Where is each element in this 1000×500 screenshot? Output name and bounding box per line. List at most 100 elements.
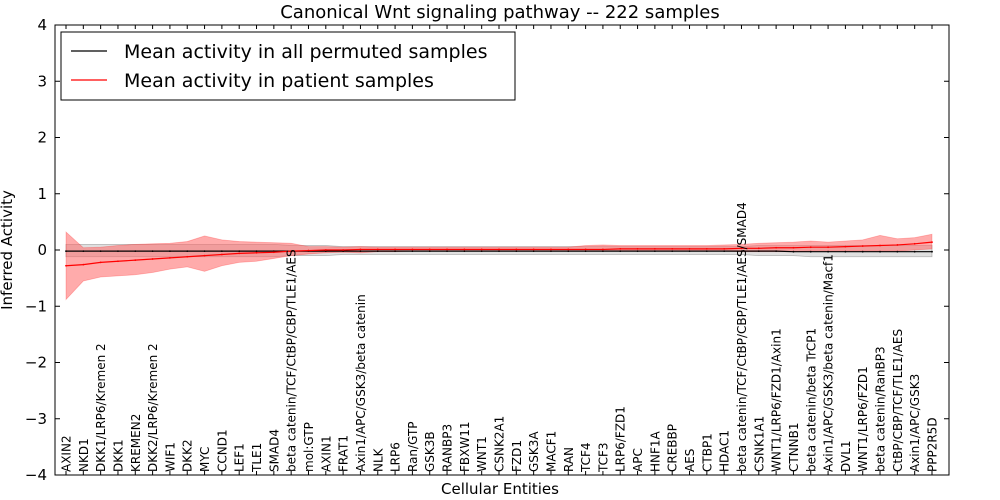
x-tick-label-48: CtBP/CBP/TCF/TLE1/AES bbox=[891, 329, 905, 472]
x-tick-label-31: TCF3 bbox=[596, 442, 610, 473]
point-series-1-15 bbox=[324, 249, 327, 251]
x-tick-label-44: Axin1/APC/GSK3/beta catenin/Macf1 bbox=[822, 254, 836, 472]
x-tick-label-43: beta catenin/beta TrCP1 bbox=[804, 328, 818, 472]
x-tick-label-30: TCF4 bbox=[579, 442, 593, 473]
point-series-1-16 bbox=[342, 249, 345, 251]
x-tick-label-2: DKK1/LRP6/Kremen 2 bbox=[94, 343, 108, 472]
point-series-0-47 bbox=[879, 250, 881, 253]
x-tick-label-32: LRP6/FZD1 bbox=[614, 406, 628, 472]
point-series-0-50 bbox=[931, 250, 933, 253]
point-series-0-23 bbox=[463, 250, 466, 253]
x-tick-label-12: SMAD4 bbox=[267, 429, 281, 472]
x-tick-label-19: LRP6 bbox=[389, 442, 403, 472]
point-series-0-25 bbox=[498, 250, 500, 253]
point-series-0-40 bbox=[757, 250, 760, 253]
point-series-0-31 bbox=[602, 250, 604, 253]
point-series-0-49 bbox=[913, 250, 916, 253]
y-tick-label-5: −1 bbox=[25, 297, 47, 315]
point-series-1-42 bbox=[792, 246, 795, 249]
point-series-1-33 bbox=[636, 247, 639, 250]
point-series-1-44 bbox=[827, 246, 829, 249]
point-series-0-10 bbox=[238, 250, 241, 253]
point-series-0-32 bbox=[619, 250, 622, 253]
x-tick-label-34: HNF1A bbox=[648, 430, 662, 472]
point-series-1-49 bbox=[913, 242, 916, 245]
x-axis-label: Cellular Entities bbox=[441, 480, 559, 498]
point-series-0-46 bbox=[861, 250, 864, 253]
x-tick-label-10: LEF1 bbox=[233, 443, 247, 472]
series-lines bbox=[65, 241, 933, 267]
point-series-0-37 bbox=[705, 250, 708, 253]
x-tick-label-29: RAN bbox=[562, 447, 576, 472]
x-tick-label-33: APC bbox=[631, 448, 645, 472]
point-series-0-35 bbox=[671, 250, 674, 253]
point-series-1-31 bbox=[602, 248, 604, 251]
point-series-1-14 bbox=[307, 249, 310, 252]
point-series-1-19 bbox=[394, 248, 396, 251]
point-series-1-25 bbox=[498, 248, 500, 251]
point-series-1-35 bbox=[671, 247, 674, 250]
x-tick-label-7: DKK2 bbox=[181, 439, 195, 472]
x-tick-label-11: TLE1 bbox=[250, 443, 264, 473]
point-series-1-37 bbox=[705, 247, 708, 250]
y-tick-label-7: −3 bbox=[25, 410, 47, 428]
legend: Mean activity in all permuted samples Mea… bbox=[60, 31, 516, 101]
point-series-1-38 bbox=[723, 247, 726, 250]
x-tick-label-0: AXIN2 bbox=[60, 435, 74, 472]
point-series-0-9 bbox=[220, 250, 223, 253]
point-series-0-45 bbox=[844, 250, 847, 253]
point-series-1-11 bbox=[255, 251, 258, 254]
point-series-0-22 bbox=[446, 250, 448, 253]
point-series-0-2 bbox=[99, 250, 102, 253]
point-series-0-7 bbox=[186, 250, 189, 253]
point-series-0-42 bbox=[792, 250, 795, 253]
point-series-1-23 bbox=[463, 248, 466, 251]
x-tick-label-41: WNT1/LRP6/FZD1/Axin1 bbox=[770, 328, 784, 472]
point-series-0-0 bbox=[65, 250, 67, 253]
legend-box bbox=[60, 31, 516, 101]
point-series-0-43 bbox=[809, 250, 812, 253]
point-series-1-1 bbox=[82, 263, 85, 266]
y-tick-label-8: −4 bbox=[25, 466, 47, 484]
x-tick-label-46: WNT1/LRP6/FZD1 bbox=[856, 366, 870, 472]
y-tick-label-2: 2 bbox=[37, 129, 47, 147]
point-series-1-12 bbox=[272, 251, 275, 254]
x-tick-label-42: CTNNB1 bbox=[787, 422, 801, 472]
x-tick-label-5: DKK2/LRP6/Kremen 2 bbox=[146, 343, 160, 472]
point-series-1-36 bbox=[688, 247, 691, 250]
y-axis-label: Inferred Activity bbox=[0, 190, 16, 310]
point-series-1-13 bbox=[290, 250, 293, 253]
point-series-0-17 bbox=[359, 250, 362, 253]
point-series-0-20 bbox=[411, 250, 414, 253]
point-series-1-8 bbox=[203, 254, 206, 257]
y-tick-label-3: 1 bbox=[37, 185, 47, 203]
point-series-0-24 bbox=[480, 250, 483, 253]
legend-label-1: Mean activity in patient samples bbox=[124, 70, 434, 92]
x-tick-label-1: NKD1 bbox=[77, 438, 91, 472]
x-tick-label-22: RANBP3 bbox=[441, 424, 455, 472]
point-series-1-43 bbox=[809, 246, 812, 249]
point-series-1-7 bbox=[186, 255, 189, 258]
y-tick-label-1: 3 bbox=[37, 72, 47, 90]
x-tick-label-14: mol:GTP bbox=[302, 422, 316, 472]
x-tick-label-38: HDAC1 bbox=[718, 430, 732, 472]
point-series-0-8 bbox=[203, 250, 206, 253]
legend-label-0: Mean activity in all permuted samples bbox=[124, 41, 487, 63]
x-tick-label-15: AXIN1 bbox=[319, 435, 333, 472]
point-series-1-47 bbox=[879, 244, 881, 247]
x-tick-label-13: beta catenin/TCF/CtBP/CBP/TLE1/AES bbox=[285, 249, 299, 472]
x-tick-label-20: Ran/GTP bbox=[406, 421, 420, 472]
point-series-0-36 bbox=[688, 250, 691, 253]
x-tick-label-27: GSK3A bbox=[527, 431, 541, 472]
point-series-0-18 bbox=[376, 250, 379, 253]
x-axis: AXIN2 NKD1 DKK1/LRP6/Kremen 2 DKK1 KREMEN2 DK… bbox=[60, 25, 940, 475]
x-tick-label-26: FZD1 bbox=[510, 440, 524, 472]
point-series-0-26 bbox=[515, 250, 518, 253]
y-axis: 4 3 2 1 0 −1 −2 −3 −4 bbox=[25, 16, 949, 484]
x-tick-label-49: Axin1/APC/GSK3 bbox=[908, 374, 922, 472]
plot-frame bbox=[54, 24, 950, 476]
x-tick-label-9: CCND1 bbox=[215, 429, 229, 472]
point-series-0-19 bbox=[394, 250, 396, 253]
x-tick-label-35: CREBBP bbox=[666, 424, 680, 472]
